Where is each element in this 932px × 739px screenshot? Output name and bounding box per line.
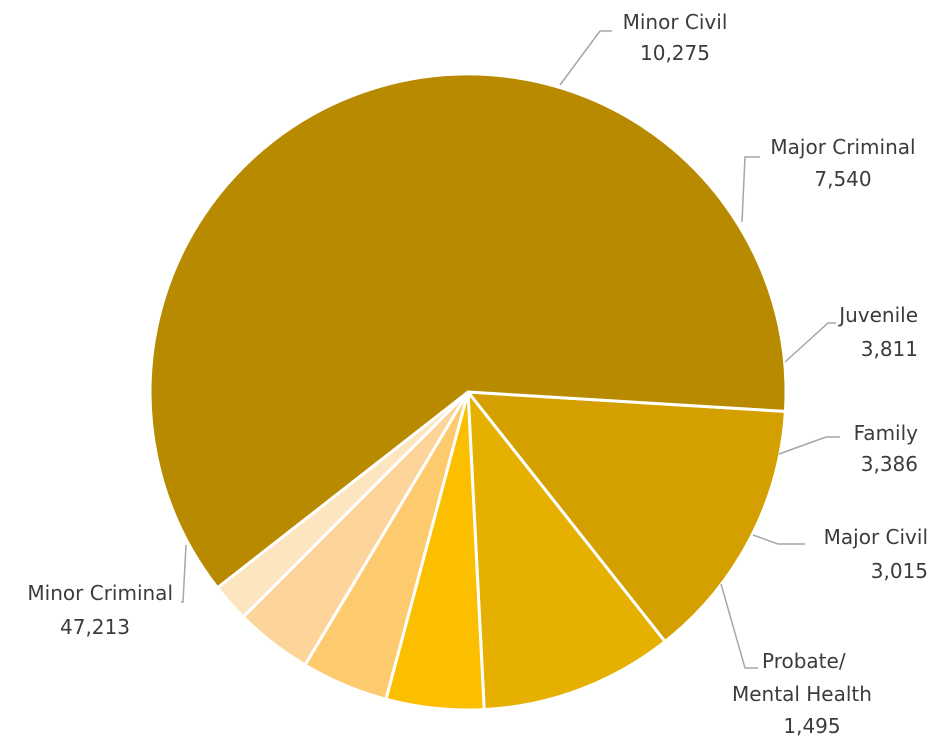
category-label-juvenile: Juvenile xyxy=(837,303,918,327)
pie-slice-major-criminal xyxy=(466,390,667,712)
value-label-major-civil: 3,015 xyxy=(871,559,928,583)
category-label-probate-mental-health: Mental Health xyxy=(732,682,872,706)
pie-slice-minor-criminal xyxy=(148,72,788,590)
category-label-major-criminal: Major Criminal xyxy=(770,135,915,159)
category-label-probate-mental-health: Probate/ xyxy=(762,649,846,673)
category-label-minor-criminal: Minor Criminal xyxy=(27,581,173,605)
leader-lines xyxy=(181,30,840,669)
leader-line-minor-civil xyxy=(559,30,612,86)
value-label-juvenile: 3,811 xyxy=(861,337,918,361)
data-labels: Minor Civil 10,275 Major Criminal 7,540 Juve… xyxy=(27,10,928,738)
leader-line-family xyxy=(778,436,840,455)
leader-line-major-civil xyxy=(752,534,805,545)
value-label-minor-civil: 10,275 xyxy=(640,41,710,65)
leader-line-juvenile xyxy=(784,322,836,363)
pie-slice-minor-civil xyxy=(466,390,787,644)
pie-slices xyxy=(148,72,788,712)
leader-line-minor-criminal xyxy=(181,544,187,603)
leader-line-probate-mental-health xyxy=(720,583,758,669)
value-label-family: 3,386 xyxy=(861,452,918,476)
value-label-probate-mental-health: 1,495 xyxy=(783,714,840,738)
category-label-minor-civil: Minor Civil xyxy=(623,10,728,34)
value-label-major-criminal: 7,540 xyxy=(814,167,871,191)
leader-line-major-criminal xyxy=(741,156,760,223)
category-label-family: Family xyxy=(854,421,919,445)
value-label-minor-criminal: 47,213 xyxy=(60,615,130,639)
category-label-major-civil: Major Civil xyxy=(824,525,928,549)
